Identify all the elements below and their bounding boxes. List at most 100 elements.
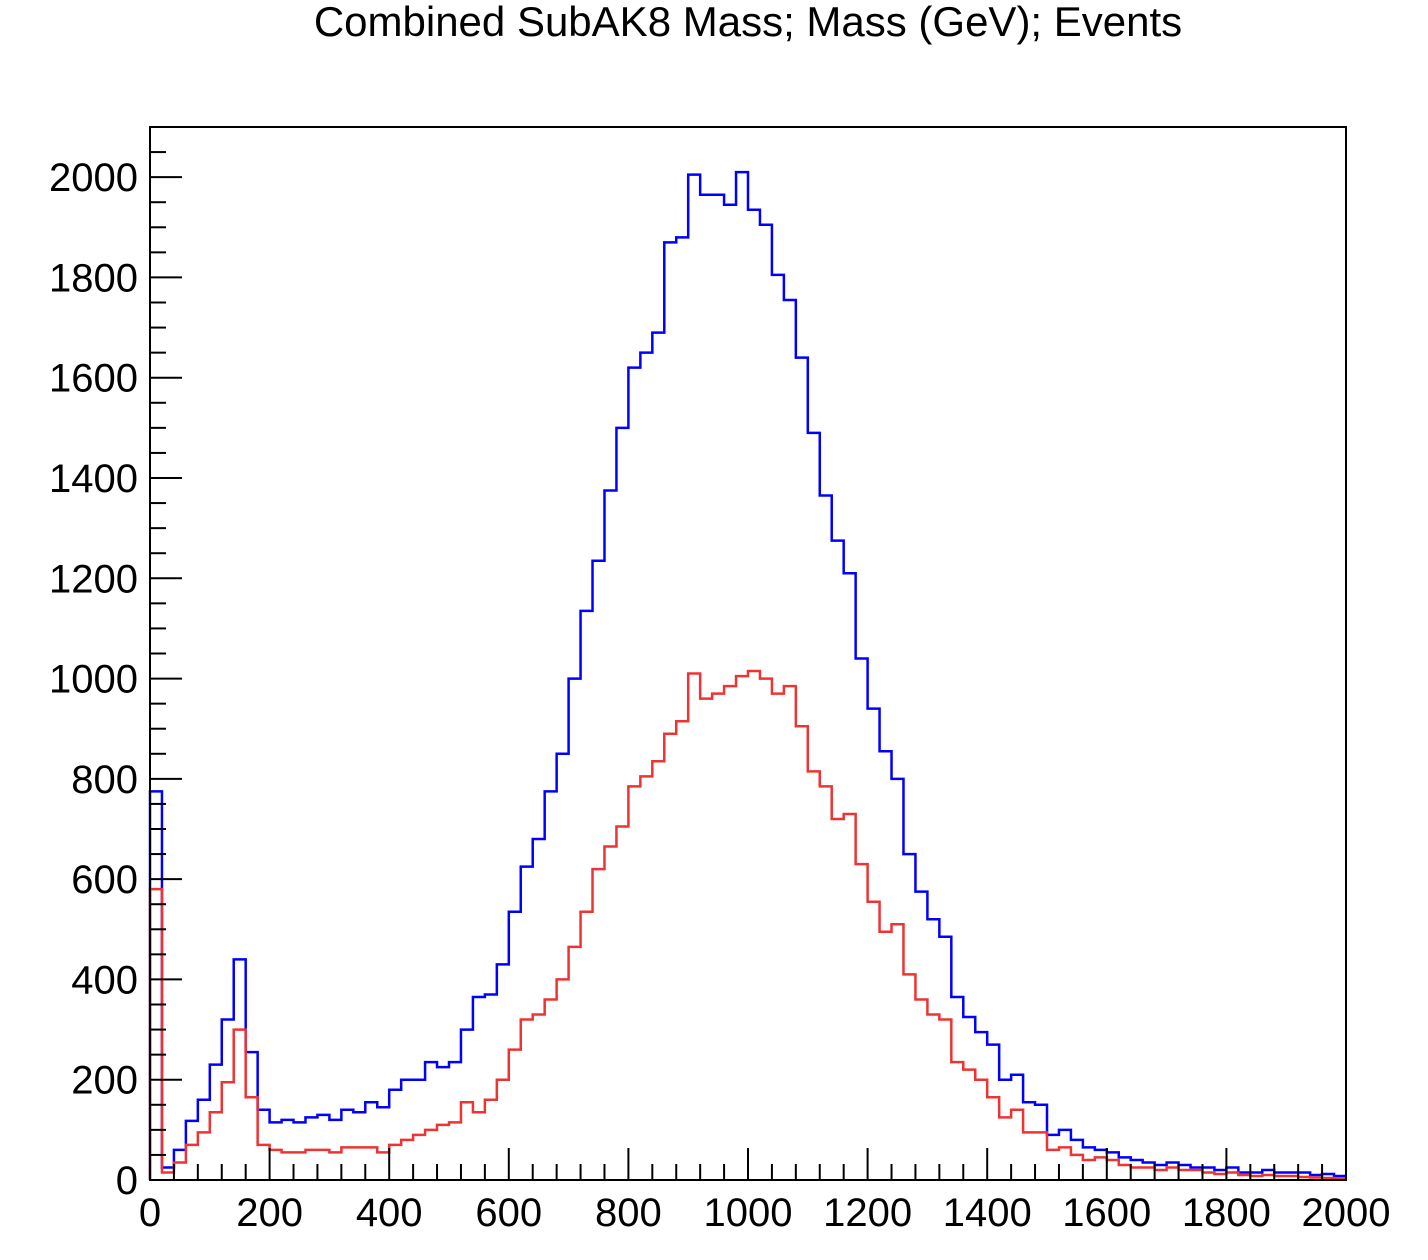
series-2-bin	[485, 1100, 497, 1180]
series-2-bin	[820, 786, 832, 1180]
series-2-bin	[951, 1062, 963, 1180]
series-2-bin	[521, 1020, 533, 1180]
y-tick-label: 2000	[49, 156, 138, 200]
series-2-bin	[939, 1020, 951, 1180]
axes: 0 200 400 600 800 1000 1200 1400 1600 1800 2000 0 20…	[49, 126, 1391, 1235]
series-2-bin	[796, 726, 808, 1180]
series-2-bin	[162, 1172, 174, 1180]
chart-title: Combined SubAK8 Mass; Mass (GeV); Events	[314, 0, 1182, 45]
series-2-bin	[581, 912, 593, 1180]
y-tick-label: 200	[71, 1059, 138, 1103]
series-2-bin	[880, 932, 892, 1180]
x-tick-label: 1600	[1062, 1191, 1151, 1235]
series-2-bin	[258, 1145, 270, 1180]
x-tick-label: 1000	[704, 1191, 793, 1235]
series-2-bin	[688, 674, 700, 1180]
series-2-bin	[389, 1145, 401, 1180]
series-2-bin	[903, 974, 915, 1180]
x-tick-label: 2000	[1302, 1191, 1391, 1235]
series-2-bin	[1071, 1155, 1083, 1180]
series-2-bin	[329, 1152, 341, 1180]
series-2-bin	[676, 721, 688, 1180]
series-2-bin	[1023, 1132, 1035, 1180]
y-tick-label: 1400	[49, 457, 138, 501]
series-2-bin	[461, 1102, 473, 1180]
series-2-bin	[545, 999, 557, 1180]
series-2-bin	[616, 826, 628, 1180]
series-2-bin	[1191, 1170, 1203, 1180]
series-2-bin	[1155, 1170, 1167, 1180]
series-2-bin	[305, 1150, 317, 1180]
series-2-bin	[1143, 1167, 1155, 1180]
series-2-bin	[593, 869, 605, 1180]
y-tick-label: 1200	[49, 557, 138, 601]
series-2-bin	[174, 1162, 186, 1180]
series-2-bin	[497, 1080, 509, 1180]
series-2-bin	[473, 1112, 485, 1180]
x-tick-label: 1400	[943, 1191, 1032, 1235]
series-2-bin	[557, 979, 569, 1180]
series-2-bin	[664, 734, 676, 1180]
series-2-bin	[760, 679, 772, 1180]
series-2-bin	[222, 1082, 234, 1180]
series-2-bin	[1011, 1110, 1023, 1180]
series-2-bin	[1107, 1160, 1119, 1180]
series-1-line	[148, 170, 1346, 1180]
series-2-bin	[401, 1140, 413, 1180]
series-2-bin	[377, 1152, 389, 1180]
series-2-bin	[927, 1015, 939, 1180]
x-tick-label: 1200	[823, 1191, 912, 1235]
series-2-bin	[628, 786, 640, 1180]
y-tick-label: 600	[71, 858, 138, 902]
series-2-bin	[413, 1135, 425, 1180]
series-2-bin	[975, 1080, 987, 1180]
series-2-bin	[640, 776, 652, 1180]
series-2-bin	[341, 1147, 353, 1180]
series-2-bin	[736, 676, 748, 1180]
series-2-bin	[844, 814, 856, 1180]
series-2-bin	[533, 1015, 545, 1180]
series-2-bin	[1047, 1150, 1059, 1180]
x-tick-label: 600	[475, 1191, 542, 1235]
series-2-bin	[294, 1152, 306, 1180]
series-2-bin	[915, 999, 927, 1180]
y-tick-label: 0	[116, 1159, 138, 1203]
x-tick-label: 0	[139, 1191, 161, 1235]
x-tick-label: 400	[356, 1191, 423, 1235]
series-2-bin	[832, 819, 844, 1180]
series-2-bin	[150, 889, 162, 1180]
series-2-bin	[987, 1097, 999, 1180]
series-2-bin	[1179, 1170, 1191, 1180]
series-2-bin	[1226, 1172, 1238, 1180]
y-tick-label: 1600	[49, 357, 138, 401]
series-2-bin	[210, 1112, 222, 1180]
series-2-bin	[365, 1147, 377, 1180]
series-2-bin	[353, 1147, 365, 1180]
y-tick-label: 800	[71, 758, 138, 802]
x-tick-label: 1800	[1182, 1191, 1271, 1235]
series-2-bin	[1083, 1160, 1095, 1180]
series-2-bin	[186, 1145, 198, 1180]
y-tick-label: 1000	[49, 658, 138, 702]
series-2-bin	[1035, 1132, 1047, 1180]
series-2-bin	[1059, 1147, 1071, 1180]
series-2-bin	[604, 847, 616, 1180]
series-2-bin	[234, 1030, 246, 1180]
series-2-bin	[963, 1070, 975, 1180]
series-2-bin	[1131, 1167, 1143, 1180]
series-2-bin	[425, 1130, 437, 1180]
series-2-bin	[198, 1132, 210, 1180]
series-2-bin	[1202, 1172, 1214, 1180]
plot-area	[148, 170, 1346, 1180]
series-2-bin	[449, 1122, 461, 1180]
series-2-bin	[784, 686, 796, 1180]
series-2-bin	[808, 771, 820, 1180]
y-tick-label: 1800	[49, 256, 138, 300]
series-2-bin	[999, 1117, 1011, 1180]
series-2-bin	[712, 694, 724, 1180]
series-2-bin	[700, 699, 712, 1180]
series-2-bin	[1119, 1165, 1131, 1180]
series-2-bin	[772, 694, 784, 1180]
x-tick-label: 200	[236, 1191, 303, 1235]
